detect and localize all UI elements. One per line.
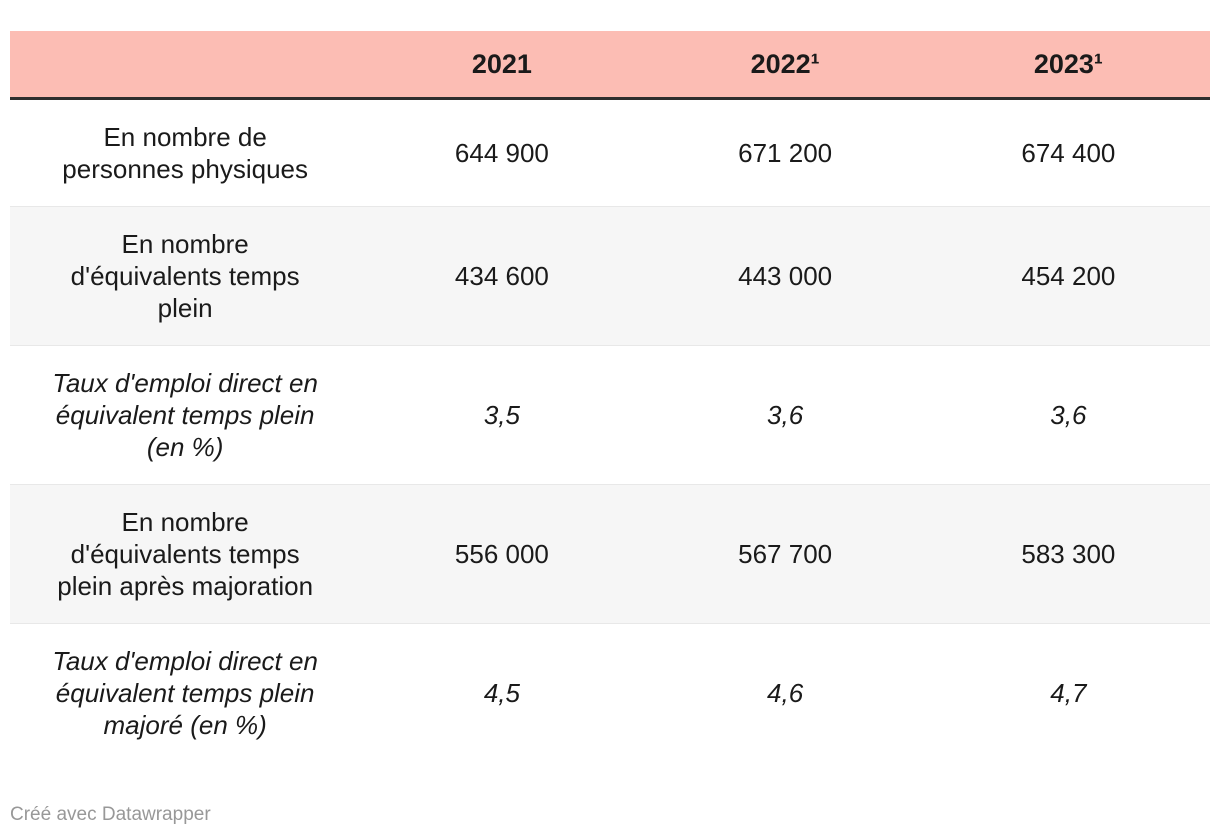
cell-value: 3,6 <box>1050 400 1087 430</box>
data-table: 2021 2022¹ 2023¹ En nombre de personnes … <box>10 31 1210 762</box>
datawrapper-credit-link[interactable]: Créé avec Datawrapper <box>10 804 211 825</box>
row-label: Taux d'emploi direct en équivalent temps… <box>52 368 318 462</box>
table-row-equivalents-temps-plein: En nombre d'équivalents temps plein 434 … <box>10 206 1210 346</box>
cell-value: 3,5 <box>483 400 520 430</box>
table-row-equivalents-apres-majoration: En nombre d'équivalents temps plein aprè… <box>10 484 1210 624</box>
header-col-2022: 2022¹ <box>643 31 927 99</box>
table-row-personnes-physiques: En nombre de personnes physiques 644 900… <box>10 99 1210 207</box>
cell-value: 454 200 <box>1021 261 1116 291</box>
row-label: Taux d'emploi direct en équivalent temps… <box>52 646 318 740</box>
cell-value: 583 300 <box>1021 539 1116 569</box>
cell-value: 556 000 <box>454 539 549 569</box>
table-row-taux-emploi-direct: Taux d'emploi direct en équivalent temps… <box>10 345 1210 485</box>
header-col-2023: 2023¹ <box>926 31 1210 99</box>
header-empty-cell <box>10 31 361 99</box>
cell-value: 3,6 <box>767 400 804 430</box>
cell-value: 4,6 <box>767 678 804 708</box>
header-col-2021: 2021 <box>360 31 644 99</box>
cell-value: 644 900 <box>454 138 549 168</box>
cell-value: 4,5 <box>483 678 520 708</box>
row-label: En nombre d'équivalents temps plein <box>70 229 300 323</box>
row-label: En nombre d'équivalents temps plein aprè… <box>57 507 314 601</box>
table-row-taux-emploi-majore: Taux d'emploi direct en équivalent temps… <box>10 623 1210 763</box>
cell-value: 567 700 <box>738 539 833 569</box>
header-row: 2021 2022¹ 2023¹ <box>10 31 1210 99</box>
cell-value: 443 000 <box>738 261 833 291</box>
cell-value: 674 400 <box>1021 138 1116 168</box>
cell-value: 671 200 <box>738 138 833 168</box>
row-label: En nombre de personnes physiques <box>62 122 308 184</box>
cell-value: 4,7 <box>1050 678 1087 708</box>
cell-value: 434 600 <box>454 261 549 291</box>
